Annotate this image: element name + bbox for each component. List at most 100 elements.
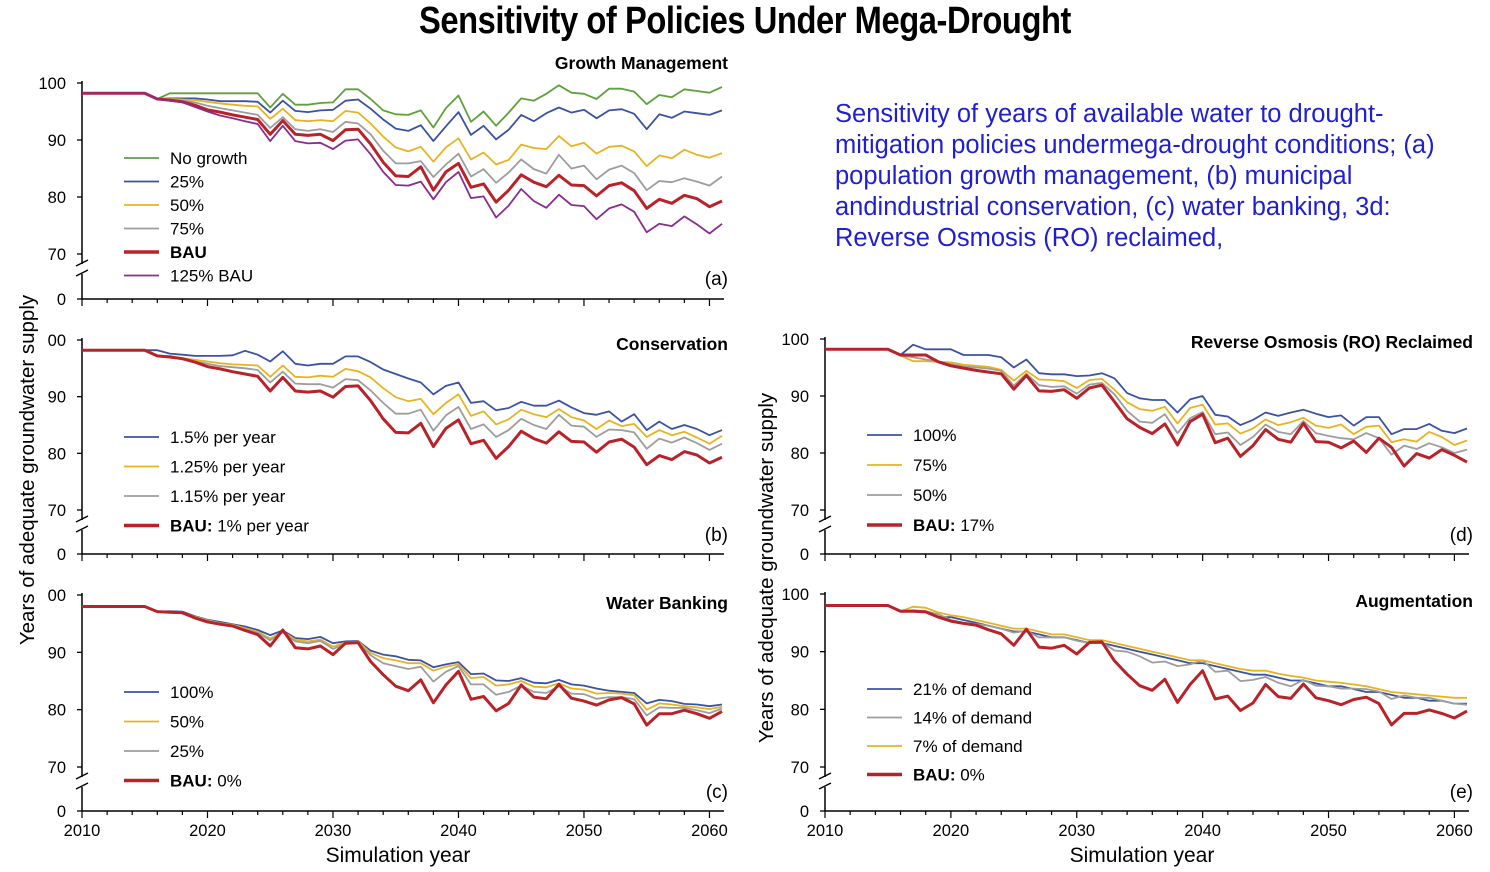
ylabel-right: Years of adequate groundwater supply: [755, 392, 778, 743]
y-tick-label: 100: [38, 75, 66, 93]
series-line-2: [825, 604, 1468, 706]
x-tick-label: 2020: [189, 822, 226, 840]
x-tick-label: 2010: [807, 822, 844, 840]
x-tick-label: 2050: [1310, 822, 1347, 840]
legend-label: 50%: [170, 196, 204, 215]
ylabel-left: Years of adequate groundwater supply: [16, 294, 39, 645]
series-line-4: [82, 605, 723, 727]
series-line-4: [82, 92, 723, 192]
y-tick-label: 70: [791, 502, 809, 520]
x-tick-label: 2030: [315, 822, 352, 840]
x-tick-label: 2040: [440, 822, 477, 840]
description-text: Sensitivity of years of available water …: [835, 100, 1435, 252]
panel-label: (c): [706, 782, 728, 803]
y-tick-label: 100: [781, 331, 809, 349]
xlabel-right: Simulation year: [1070, 844, 1215, 867]
axis-break-mark: [75, 515, 89, 533]
y-tick-label: 0: [57, 803, 66, 821]
series-line-4: [825, 604, 1468, 727]
legend-label: BAU: [170, 243, 207, 262]
legend-label: BAU: 1% per year: [170, 517, 309, 536]
panel-title: Reverse Osmosis (RO) Reclaimed: [1191, 332, 1473, 352]
panel-label: (d): [1450, 525, 1473, 546]
panel-d: 0 70 80 90 100 Reverse Osmosis (RO) Reclaimed…: [781, 331, 1473, 564]
panel-a: 0 70 80 90 100 Growth Management (a) No growth 2…: [38, 53, 728, 309]
panel-title: Conservation: [616, 334, 728, 354]
y-tick-label: 90: [48, 644, 66, 662]
legend-label: 75%: [913, 456, 947, 475]
series-line-2: [82, 92, 723, 143]
y-tick-label: 00: [48, 332, 66, 350]
y-tick-label: 90: [48, 389, 66, 407]
y-tick-label: 90: [48, 132, 66, 150]
legend-label: 75%: [170, 220, 204, 239]
axis-break-mark: [75, 259, 89, 277]
x-tick-label: 2050: [566, 822, 603, 840]
legend-label: BAU: 17%: [913, 516, 994, 535]
legend-label: 25%: [170, 173, 204, 192]
y-tick-label: 0: [57, 546, 66, 564]
legend-label: No growth: [170, 149, 247, 168]
legend-label: 21% of demand: [913, 680, 1032, 699]
panel-title: Water Banking: [606, 593, 728, 613]
legend-label: 1.15% per year: [170, 487, 286, 506]
panel-c: 0 70 80 90 00 2010 2020 2030 2040 2050 2060 Water B…: [48, 587, 728, 840]
legend-label: 100%: [170, 683, 213, 702]
series-line-6: [82, 92, 723, 235]
panel-label: (e): [1450, 782, 1473, 803]
xlabel-left: Simulation year: [326, 844, 471, 867]
series-line-3: [82, 92, 723, 168]
axis-break-mark: [818, 772, 832, 790]
legend-label: 100%: [913, 426, 956, 445]
y-tick-label: 70: [48, 502, 66, 520]
series-line-3: [825, 348, 1468, 456]
series-line-3: [825, 604, 1467, 699]
y-tick-label: 80: [791, 445, 809, 463]
legend-label: 1.5% per year: [170, 428, 276, 447]
y-tick-label: 80: [791, 701, 809, 719]
y-tick-label: 0: [800, 803, 809, 821]
y-tick-label: 00: [48, 587, 66, 605]
legend-label: 14% of demand: [913, 709, 1032, 728]
x-tick-label: 2020: [933, 822, 970, 840]
y-tick-label: 100: [781, 586, 809, 604]
y-tick-label: 90: [791, 388, 809, 406]
panels-group: 0 70 80 90 100 Growth Management (a) No growth 2…: [38, 53, 1473, 840]
legend-label: 1.25% per year: [170, 458, 286, 477]
legend-label: 7% of demand: [913, 737, 1023, 756]
panel-e: 0 70 80 90 100 2010 2020 2030 2040 2050 2060 Augmen…: [781, 586, 1473, 840]
y-tick-label: 90: [791, 644, 809, 662]
legend-label: 50%: [913, 486, 947, 505]
y-tick-label: 70: [791, 759, 809, 777]
axis-break-mark: [818, 515, 832, 533]
series-line-4: [825, 347, 1468, 468]
panel-title: Augmentation: [1355, 591, 1473, 611]
series-line-4: [82, 348, 723, 467]
series-line-5: [82, 91, 723, 210]
y-tick-label: 70: [48, 246, 66, 264]
legend-label: 125% BAU: [170, 267, 253, 286]
panel-b: 0 70 80 90 00 Conservation (b) 1.5% per year 1.2…: [48, 332, 728, 564]
panel-title: Growth Management: [555, 53, 728, 73]
series-line-1: [825, 343, 1468, 436]
x-tick-label: 2040: [1184, 822, 1221, 840]
y-tick-label: 0: [57, 291, 66, 309]
legend-label: 50%: [170, 713, 204, 732]
x-tick-label: 2060: [691, 822, 728, 840]
axis-break-mark: [75, 772, 89, 790]
panel-label: (a): [705, 269, 728, 290]
page-title: Sensitivity of Policies Under Mega-Droug…: [419, 0, 1071, 42]
x-tick-label: 2030: [1058, 822, 1095, 840]
y-tick-label: 80: [48, 702, 66, 720]
x-tick-label: 2060: [1436, 822, 1473, 840]
legend-label: BAU: 0%: [170, 772, 242, 791]
y-tick-label: 0: [800, 546, 809, 564]
x-tick-label: 2010: [64, 822, 101, 840]
series-line-1: [82, 84, 723, 129]
panel-label: (b): [705, 525, 728, 546]
y-tick-label: 80: [48, 189, 66, 207]
y-tick-label: 80: [48, 445, 66, 463]
legend-label: BAU: 0%: [913, 766, 985, 785]
legend-label: 25%: [170, 742, 204, 761]
